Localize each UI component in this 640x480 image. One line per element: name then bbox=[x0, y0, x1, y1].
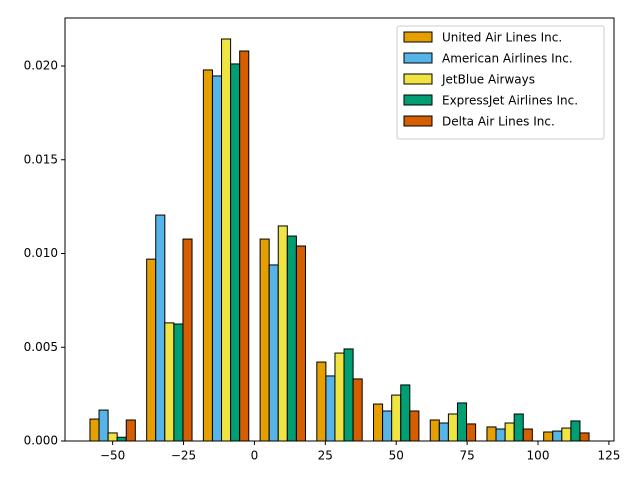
bar bbox=[561, 427, 572, 442]
bar bbox=[429, 419, 440, 442]
bar bbox=[570, 420, 581, 442]
legend-swatch bbox=[403, 52, 433, 64]
legend-swatch bbox=[403, 115, 433, 127]
bar bbox=[343, 348, 354, 442]
bar bbox=[316, 361, 327, 442]
bar bbox=[202, 69, 213, 442]
bar bbox=[373, 403, 384, 442]
bar bbox=[382, 410, 393, 442]
bar bbox=[286, 235, 297, 442]
bar bbox=[409, 410, 420, 442]
bar bbox=[107, 432, 118, 442]
legend-label: Delta Air Lines Inc. bbox=[442, 115, 555, 129]
bar bbox=[334, 352, 345, 442]
bar bbox=[277, 225, 288, 442]
bar bbox=[543, 431, 554, 442]
bar bbox=[552, 430, 563, 442]
bar bbox=[438, 422, 449, 442]
legend-label: JetBlue Airways bbox=[441, 73, 535, 87]
bar bbox=[400, 384, 411, 442]
legend-swatch bbox=[403, 94, 433, 106]
x-tick-label: 75 bbox=[459, 449, 474, 463]
x-tick-label: 100 bbox=[527, 449, 550, 463]
bar bbox=[495, 428, 506, 442]
x-tick-label: −50 bbox=[100, 449, 125, 463]
bar bbox=[125, 419, 136, 442]
bar bbox=[391, 394, 402, 442]
x-tick-label: −25 bbox=[171, 449, 196, 463]
bar bbox=[146, 258, 157, 442]
legend-label: American Airlines Inc. bbox=[442, 52, 573, 66]
bar bbox=[173, 323, 184, 442]
bar bbox=[268, 264, 279, 442]
y-tick-label: 0.020 bbox=[24, 59, 58, 73]
bar bbox=[447, 413, 458, 442]
legend-frame bbox=[396, 25, 605, 140]
bar bbox=[116, 436, 127, 442]
x-tick-label: 0 bbox=[251, 449, 259, 463]
bar bbox=[352, 378, 363, 442]
y-tick-label: 0.005 bbox=[24, 340, 58, 354]
legend-swatch bbox=[403, 31, 433, 43]
y-tick-label: 0.010 bbox=[24, 246, 58, 260]
plot-frame bbox=[64, 17, 615, 442]
legend-label: ExpressJet Airlines Inc. bbox=[442, 94, 578, 108]
bar bbox=[579, 432, 590, 442]
bar bbox=[230, 63, 241, 442]
bar bbox=[239, 50, 250, 442]
bar bbox=[98, 409, 109, 442]
bar bbox=[486, 426, 497, 442]
bar bbox=[89, 418, 100, 442]
bar bbox=[211, 75, 223, 442]
x-tick-label: 25 bbox=[318, 449, 333, 463]
bar bbox=[295, 245, 306, 442]
bar bbox=[164, 322, 175, 442]
bar bbox=[513, 413, 524, 442]
legend-swatch bbox=[403, 73, 433, 85]
bar bbox=[259, 238, 270, 442]
bar bbox=[456, 402, 468, 442]
x-tick-label: 50 bbox=[389, 449, 404, 463]
x-tick-label: 125 bbox=[597, 449, 620, 463]
y-tick-label: 0.000 bbox=[24, 434, 58, 448]
bar bbox=[522, 428, 533, 442]
bar bbox=[504, 422, 515, 442]
legend: United Air Lines Inc. American Airlines I… bbox=[396, 25, 605, 140]
bar bbox=[466, 423, 477, 442]
bar bbox=[182, 238, 193, 442]
bar bbox=[325, 375, 336, 442]
bar bbox=[221, 38, 232, 442]
legend-label: United Air Lines Inc. bbox=[442, 31, 562, 45]
y-tick-label: 0.015 bbox=[24, 152, 58, 166]
bar bbox=[155, 214, 166, 442]
